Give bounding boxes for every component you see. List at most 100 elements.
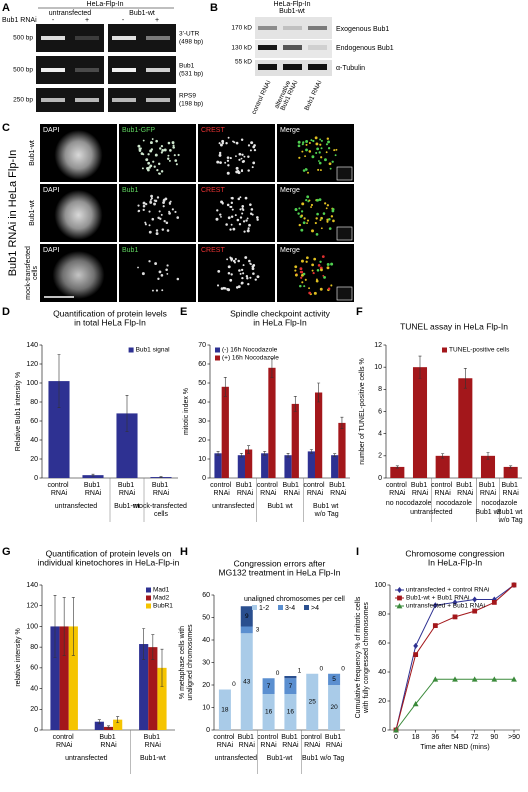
y-tick-label: 0 — [202, 475, 206, 482]
cell-line: Bub1-wt — [279, 8, 305, 15]
y-tick-label: 0 — [378, 475, 382, 482]
signal-dot — [168, 212, 171, 215]
x-tick-label: Bub1 RNAi — [118, 482, 136, 497]
lane-label: - — [122, 17, 125, 24]
value-label: 16 — [265, 709, 273, 716]
y-tick-label: 100 — [26, 380, 38, 387]
signal-dot — [240, 281, 244, 285]
legend-swatch — [146, 587, 151, 593]
signal-dot — [256, 275, 260, 279]
signal-dot — [241, 153, 244, 156]
y-tick-label: 8 — [378, 386, 382, 393]
signal-dot — [234, 214, 237, 217]
signal-dot — [319, 219, 322, 222]
bar-segment — [328, 685, 341, 730]
signal-dot — [334, 154, 337, 157]
signal-dot — [151, 289, 154, 292]
error-bar — [340, 416, 344, 429]
bar-segment — [240, 633, 253, 730]
signal-dot — [300, 210, 304, 213]
signal-dot — [324, 202, 327, 205]
signal-dot — [241, 276, 244, 280]
signal-dot — [227, 216, 231, 220]
legend-marker — [397, 587, 402, 593]
y-tick-label: 40 — [202, 637, 210, 644]
signal-dot — [159, 217, 162, 220]
panel-label: C — [2, 122, 10, 134]
signal-dot — [256, 216, 259, 219]
chart-title: MG132 treatment in HeLa Flp-In — [219, 567, 341, 577]
cell-line: HeLa-Flp-In — [87, 1, 124, 8]
y-axis-label: number of TUNEL-positive cells % — [359, 358, 366, 464]
product-label: (531 bp) — [179, 71, 203, 78]
legend-label: 3-4 — [285, 605, 295, 612]
signal-dot — [256, 218, 259, 221]
signal-dot — [144, 202, 148, 206]
signal-dot — [159, 147, 162, 150]
signal-dot — [160, 274, 164, 277]
point — [491, 600, 497, 605]
signal-dot — [218, 151, 222, 155]
product-label: Bub1 — [179, 63, 195, 70]
error-bar — [216, 451, 220, 456]
signal-dot — [230, 273, 233, 276]
signal-dot — [320, 227, 323, 230]
y-tick-label: 20 — [202, 682, 210, 689]
signal-dot — [306, 256, 309, 260]
y-tick-label: 40 — [30, 685, 38, 692]
signal-dot — [154, 262, 158, 265]
micrograph — [119, 244, 196, 302]
point — [472, 608, 478, 614]
group-label: untransfected — [49, 10, 92, 17]
bar — [307, 451, 315, 478]
group-label: Bub1-wt — [129, 10, 155, 17]
value-label: 0 — [341, 665, 345, 672]
legend-label: (-) 16h Nocodazole — [222, 347, 278, 354]
y-tick-label: 20 — [198, 437, 206, 444]
signal-dot — [224, 287, 227, 290]
micrograph — [198, 244, 275, 302]
signal-dot — [173, 154, 176, 157]
error-bar — [270, 358, 274, 378]
y-tick-label: 0 — [34, 727, 38, 734]
signal-dot — [153, 165, 156, 168]
bar — [113, 719, 123, 730]
channel-label: Merge — [280, 127, 300, 134]
signal-dot — [247, 227, 250, 230]
group-label: mock-transfected cells — [133, 503, 189, 518]
signal-dot — [326, 263, 330, 266]
signal-dot — [331, 160, 334, 163]
x-tick-label: 18 — [412, 734, 420, 741]
y-tick-label: 30 — [202, 659, 210, 666]
lane-label: - — [52, 17, 55, 24]
signal-dot — [176, 277, 180, 281]
error-bar — [107, 725, 110, 729]
x-tick-label: control RNAi — [210, 482, 233, 497]
y-tick-label: 60 — [202, 592, 210, 599]
signal-dot — [158, 172, 161, 175]
group-label: untransfected — [410, 509, 453, 516]
panel-label: E — [180, 306, 187, 318]
signal-dot — [219, 161, 222, 164]
bar — [315, 392, 323, 478]
bar — [268, 367, 276, 478]
signal-dot — [215, 217, 219, 221]
signal-dot — [299, 267, 303, 271]
legend-swatch — [128, 347, 134, 353]
signal-dot — [221, 139, 225, 143]
signal-dot — [323, 275, 326, 279]
signal-dot — [225, 223, 228, 226]
channel-label: Merge — [280, 187, 300, 194]
signal-dot — [177, 153, 180, 157]
legend-label: untransfected + control RNAi — [406, 587, 489, 594]
value-label: 43 — [243, 678, 251, 685]
dapi-signal — [54, 190, 103, 240]
signal-dot — [300, 214, 304, 217]
signal-dot — [326, 137, 330, 140]
signal-dot — [244, 256, 248, 259]
value-label: 9 — [245, 613, 249, 620]
bar — [68, 626, 78, 730]
signal-dot — [318, 151, 321, 154]
point — [472, 596, 478, 603]
signal-dot — [240, 170, 244, 173]
